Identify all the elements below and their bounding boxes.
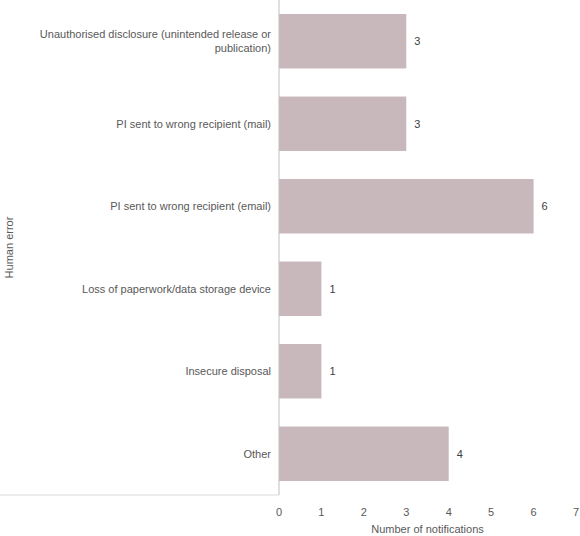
- bar: [279, 262, 321, 316]
- x-axis-title: Number of notifications: [371, 523, 484, 535]
- y-axis-line: [279, 0, 280, 495]
- category-label: PI sent to wrong recipient (email): [110, 200, 271, 212]
- data-label: 1: [329, 365, 335, 377]
- bar: [279, 427, 449, 481]
- x-tick-label: 5: [488, 506, 494, 518]
- x-tick-label: 3: [403, 506, 409, 518]
- x-tick-label: 4: [446, 506, 452, 518]
- data-label: 1: [329, 283, 335, 295]
- bar: [279, 97, 406, 151]
- x-tick-label: 2: [361, 506, 367, 518]
- data-label: 3: [414, 35, 420, 47]
- data-label: 6: [542, 200, 548, 212]
- bar: [279, 344, 321, 398]
- bar: [279, 179, 534, 233]
- data-label: 3: [414, 118, 420, 130]
- x-tick-label: 7: [573, 506, 579, 518]
- y-axis-title: Human error: [3, 216, 15, 278]
- x-tick-label: 0: [276, 506, 282, 518]
- bar: [279, 14, 406, 68]
- x-tick-label: 6: [531, 506, 537, 518]
- category-label: PI sent to wrong recipient (mail): [116, 118, 271, 130]
- chart: 3 3 6 1 1 4 0 1 2 3 4 5 6 7 Unauthorised disclosure (u…: [0, 0, 580, 536]
- x-tick-label: 1: [318, 506, 324, 518]
- axis-frame-line: [0, 495, 279, 496]
- bars: [279, 14, 534, 481]
- category-label: Loss of paperwork/data storage device: [82, 283, 271, 295]
- data-label: 4: [457, 448, 463, 460]
- category-label: Insecure disposal: [185, 365, 271, 377]
- category-label: Unauthorised disclosure (unintended rele…: [40, 28, 271, 54]
- category-label: Other: [243, 448, 271, 460]
